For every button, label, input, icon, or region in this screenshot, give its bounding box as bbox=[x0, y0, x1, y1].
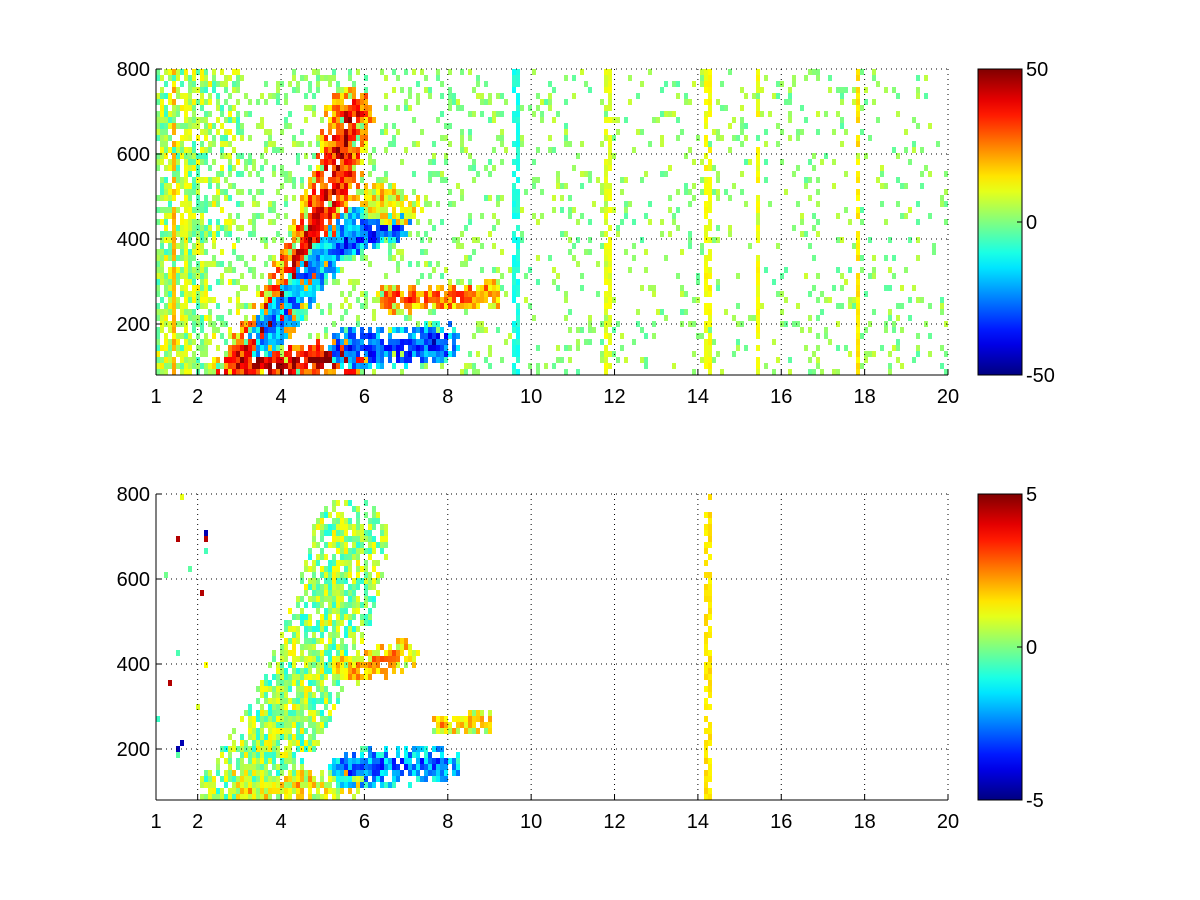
x-tick-label: 10 bbox=[520, 386, 542, 408]
colorbar-tick-label: -5 bbox=[1026, 790, 1044, 812]
x-tick-label: 6 bbox=[359, 811, 370, 833]
x-tick-label: 18 bbox=[854, 811, 876, 833]
colorbar bbox=[977, 493, 1023, 801]
heatmap-cells bbox=[156, 69, 948, 375]
grid-lines bbox=[156, 493, 949, 800]
colorbar-tick-label: 0 bbox=[1026, 212, 1037, 234]
y-tick-label: 600 bbox=[117, 144, 150, 166]
y-tick-label: 800 bbox=[117, 59, 150, 81]
x-tick-label: 4 bbox=[275, 386, 286, 408]
y-tick-label: 400 bbox=[117, 229, 150, 251]
x-tick-label: 16 bbox=[770, 811, 792, 833]
x-tick-label: 6 bbox=[359, 386, 370, 408]
colorbar-tick-label: 5 bbox=[1026, 484, 1037, 506]
y-tick-label: 400 bbox=[117, 654, 150, 676]
x-tick-label: 10 bbox=[520, 811, 542, 833]
x-tick-label: 2 bbox=[192, 386, 203, 408]
colorbar-tick-label: 50 bbox=[1026, 59, 1048, 81]
x-tick-label: 1 bbox=[150, 386, 161, 408]
x-tick-label: 8 bbox=[442, 811, 453, 833]
x-tick-label: 14 bbox=[687, 386, 709, 408]
y-tick-label: 200 bbox=[117, 314, 150, 336]
y-tick-label: 800 bbox=[117, 484, 150, 506]
grid-lines bbox=[156, 68, 949, 375]
colorbar-tick-label: 0 bbox=[1026, 637, 1037, 659]
x-tick-label: 12 bbox=[603, 386, 625, 408]
x-tick-label: 2 bbox=[192, 811, 203, 833]
x-tick-label: 8 bbox=[442, 386, 453, 408]
heatmap-cells bbox=[156, 494, 712, 800]
x-tick-label: 20 bbox=[937, 386, 959, 408]
y-tick-label: 200 bbox=[117, 739, 150, 761]
x-tick-label: 12 bbox=[603, 811, 625, 833]
x-tick-label: 1 bbox=[150, 811, 161, 833]
x-tick-label: 16 bbox=[770, 386, 792, 408]
x-tick-label: 18 bbox=[854, 386, 876, 408]
x-tick-label: 14 bbox=[687, 811, 709, 833]
colorbar-tick-label: -50 bbox=[1026, 365, 1055, 387]
x-tick-label: 4 bbox=[275, 811, 286, 833]
colorbar bbox=[977, 68, 1023, 376]
x-tick-label: 20 bbox=[937, 811, 959, 833]
y-tick-label: 600 bbox=[117, 569, 150, 591]
